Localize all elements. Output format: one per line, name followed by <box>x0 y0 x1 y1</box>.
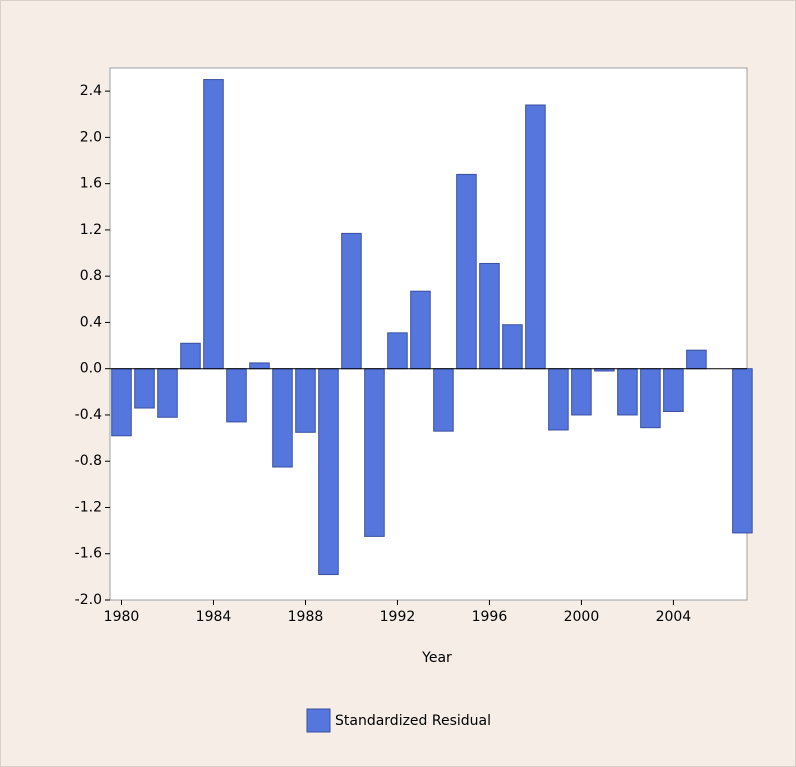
legend-swatch <box>306 708 331 733</box>
y-tick-label: 2.4 <box>80 83 102 99</box>
legend-label: Standardized Residual <box>335 713 491 729</box>
bar <box>640 368 661 429</box>
bar <box>364 368 385 537</box>
x-tick-label: 1988 <box>288 609 324 625</box>
bar <box>387 332 408 370</box>
y-tick-label: -0.8 <box>75 453 102 469</box>
x-axis-label: Year <box>421 650 452 666</box>
bar <box>180 342 201 370</box>
y-tick-label: 1.2 <box>80 222 102 238</box>
bar <box>479 262 500 370</box>
bar <box>249 362 270 370</box>
x-tick-label: 2004 <box>656 609 692 625</box>
bar <box>410 290 431 370</box>
bar <box>157 368 178 418</box>
x-tick-label: 1992 <box>380 609 416 625</box>
x-tick-label: 1996 <box>472 609 508 625</box>
x-tick-label: 1980 <box>104 609 140 625</box>
bar <box>433 368 454 432</box>
y-tick-label: -1.6 <box>75 546 102 562</box>
x-tick-label: 1984 <box>196 609 232 625</box>
y-tick-label: -2.0 <box>75 592 102 608</box>
bar <box>548 368 569 431</box>
bar <box>203 79 224 370</box>
bar <box>134 368 155 409</box>
bar <box>732 368 753 534</box>
y-tick-label: 0.8 <box>80 268 102 284</box>
bar <box>272 368 293 468</box>
bar <box>617 368 638 416</box>
bar <box>111 368 132 437</box>
bar <box>341 232 362 370</box>
bar <box>318 368 339 576</box>
bar <box>295 368 316 433</box>
bar <box>686 349 707 370</box>
y-tick-label: 1.6 <box>80 176 102 192</box>
y-tick-label: 2.0 <box>80 129 102 145</box>
bar <box>525 104 546 370</box>
bar <box>571 368 592 416</box>
bar <box>663 368 684 412</box>
y-tick-label: -0.4 <box>75 407 102 423</box>
bar <box>226 368 247 423</box>
y-tick-label: 0.4 <box>80 314 102 330</box>
y-tick-label: -1.2 <box>75 499 102 515</box>
bar <box>502 324 523 370</box>
y-tick-label: 0.0 <box>80 361 102 377</box>
x-tick-label: 2000 <box>564 609 600 625</box>
bar <box>456 173 477 370</box>
